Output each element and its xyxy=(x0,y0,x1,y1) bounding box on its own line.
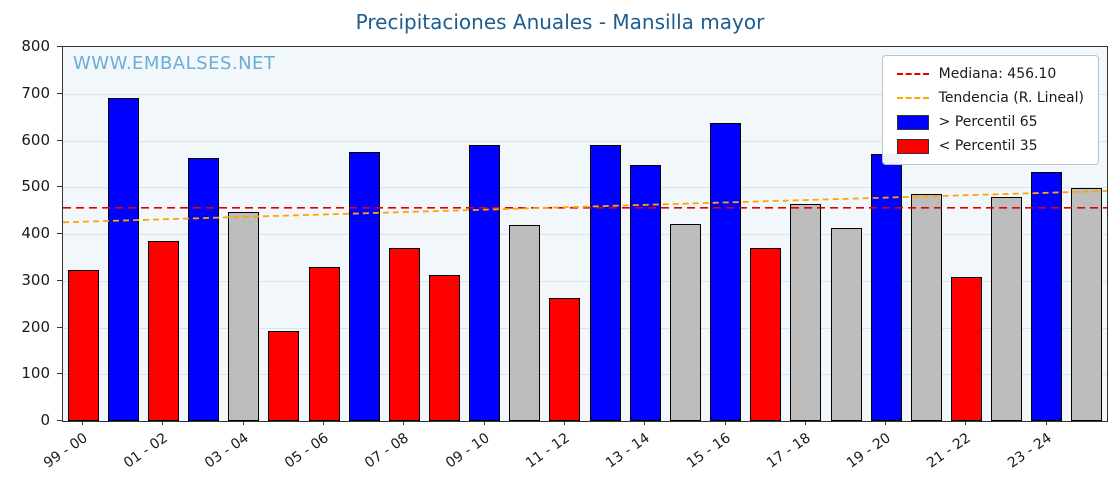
x-tick-label: 17 - 18 xyxy=(764,430,815,472)
y-tick-mark xyxy=(57,186,62,188)
trend-line-sample xyxy=(896,97,929,99)
legend-item-trend: Tendencia (R. Lineal) xyxy=(896,90,1084,106)
y-tick-label: 400 xyxy=(21,224,50,242)
bar-14-15 xyxy=(670,224,701,421)
y-tick-mark xyxy=(57,373,62,375)
bar-19-20 xyxy=(871,154,902,421)
y-tick-mark xyxy=(57,46,62,47)
x-axis: 99 - 00 01 - 02 03 - 04 05 - 06 07 - 08 09 - … xyxy=(41,420,1106,500)
chart-title: Precipitaciones Anuales - Mansilla mayor xyxy=(355,10,765,34)
bar-00-01 xyxy=(108,98,139,421)
bar-09-10 xyxy=(469,145,500,421)
y-tick-label: 300 xyxy=(21,270,50,289)
bar-99-00 xyxy=(68,270,99,421)
x-tick-label: 11 - 12 xyxy=(523,430,574,472)
bar-24-25 xyxy=(1071,188,1102,421)
bar-04-05 xyxy=(268,331,299,421)
x-tick-label: 15 - 16 xyxy=(684,430,735,472)
x-tick-mark xyxy=(1046,420,1047,425)
p65-patch-sample xyxy=(896,114,929,130)
bar-03-04 xyxy=(228,212,259,421)
gridline xyxy=(63,234,1107,235)
legend-item-p35: < Percentil 35 xyxy=(896,138,1084,154)
x-tick-mark xyxy=(162,420,163,425)
legend: Mediana: 456.10 Tendencia (R. Lineal) > … xyxy=(881,55,1099,165)
bar-17-18 xyxy=(790,204,821,421)
x-tick-label: 05 - 06 xyxy=(282,430,333,472)
y-tick-label: 500 xyxy=(21,177,50,196)
y-tick-mark xyxy=(57,279,62,281)
x-tick-mark xyxy=(82,420,83,425)
gridline xyxy=(63,280,1107,282)
y-axis: 0 100 200 300 400 500 600 700 800 xyxy=(4,37,62,429)
legend-median-label: Mediana: 456.10 xyxy=(938,66,1057,82)
x-tick-label: 13 - 14 xyxy=(603,430,654,472)
bar-20-21 xyxy=(911,194,942,421)
gridline xyxy=(63,93,1107,95)
y-tick-label: 700 xyxy=(21,83,50,102)
bar-12-13 xyxy=(590,145,621,421)
bar-16-17 xyxy=(750,248,781,421)
bar-23-24 xyxy=(1031,172,1062,421)
y-tick-mark xyxy=(57,326,62,328)
y-tick-mark xyxy=(57,233,62,234)
x-tick-label: 21 - 22 xyxy=(924,430,975,472)
watermark: WWW.EMBALSES.NET xyxy=(73,53,276,74)
gridline xyxy=(63,374,1107,376)
gridline xyxy=(63,327,1107,329)
gridline xyxy=(63,140,1107,142)
bar-07-08 xyxy=(389,248,420,421)
bar-22-23 xyxy=(991,197,1022,421)
y-tick-mark xyxy=(57,139,62,141)
bar-05-06 xyxy=(309,267,340,421)
x-tick-label: 19 - 20 xyxy=(844,430,895,472)
x-tick-mark xyxy=(403,420,404,425)
bar-10-11 xyxy=(509,225,540,421)
legend-item-median: Mediana: 456.10 xyxy=(896,66,1084,82)
x-tick-label: 03 - 04 xyxy=(202,430,253,472)
x-tick-mark xyxy=(805,420,806,425)
x-tick-label: 07 - 08 xyxy=(362,430,413,472)
x-tick-mark xyxy=(725,420,726,425)
y-tick-label: 600 xyxy=(21,130,50,149)
x-tick-mark xyxy=(564,420,565,425)
bar-18-19 xyxy=(831,228,862,421)
y-tick-label: 200 xyxy=(21,317,50,336)
x-tick-mark xyxy=(644,420,645,425)
bar-21-22 xyxy=(951,277,982,421)
x-tick-label: 99 - 00 xyxy=(41,430,92,472)
bar-08-09 xyxy=(429,275,460,421)
legend-item-p65: > Percentil 65 xyxy=(896,114,1084,130)
x-tick-label: 23 - 24 xyxy=(1005,430,1056,472)
x-tick-mark xyxy=(885,420,886,425)
bar-15-16 xyxy=(710,123,741,421)
y-tick-mark xyxy=(57,92,62,94)
bar-11-12 xyxy=(549,298,580,421)
y-tick-label: 0 xyxy=(40,411,50,429)
x-tick-mark xyxy=(965,420,966,425)
median-line-sample xyxy=(896,73,929,75)
plot-area: WWW.EMBALSES.NET Mediana: 456.10 Tendenc… xyxy=(62,46,1108,422)
bar-01-02 xyxy=(148,241,179,421)
y-tick-mark xyxy=(57,420,62,421)
legend-trend-label: Tendencia (R. Lineal) xyxy=(938,90,1084,106)
x-tick-mark xyxy=(484,420,485,425)
y-tick-label: 800 xyxy=(21,37,50,55)
legend-p35-label: < Percentil 35 xyxy=(938,138,1038,154)
p35-patch-sample xyxy=(896,138,929,154)
gridline xyxy=(63,187,1107,189)
x-tick-label: 01 - 02 xyxy=(121,430,172,472)
bar-02-03 xyxy=(188,158,219,421)
x-tick-mark xyxy=(243,420,244,425)
bar-13-14 xyxy=(630,165,661,421)
legend-p65-label: > Percentil 65 xyxy=(938,114,1038,130)
bar-06-07 xyxy=(349,152,380,421)
x-tick-mark xyxy=(323,420,324,425)
y-tick-label: 100 xyxy=(21,364,50,383)
x-tick-label: 09 - 10 xyxy=(443,430,494,472)
